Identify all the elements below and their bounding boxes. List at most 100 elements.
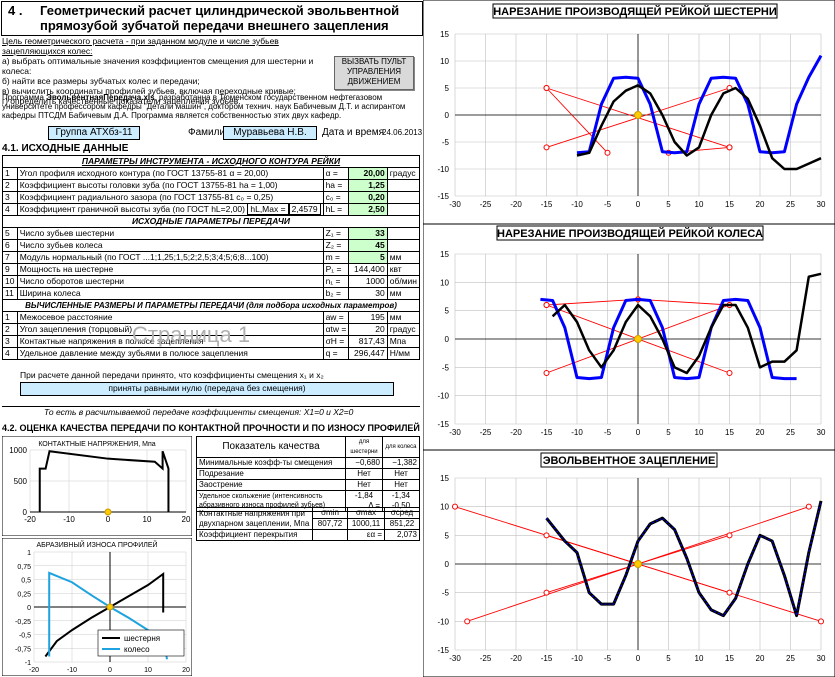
gear-params-heading: ИСХОДНЫЕ ПАРАМЕТРЫ ПЕРЕДАЧИ xyxy=(2,215,420,228)
y-tick-label: -15 xyxy=(437,420,449,429)
section-title: 4.2. ОЦЕНКА КАЧЕСТВА ПЕРЕДАЧИ ПО КОНТАКТ… xyxy=(2,423,420,433)
y-tick-label: 5 xyxy=(445,84,450,93)
contact-point xyxy=(604,149,611,156)
y-tick-label: -5 xyxy=(442,589,450,598)
contact-point xyxy=(543,302,550,308)
program-line: кафедры ПТСДМ Бабичевым Д.А. Программа я… xyxy=(2,111,342,120)
x-tick-label: -30 xyxy=(449,428,461,437)
y-tick-label: -10 xyxy=(437,617,449,626)
ha-input[interactable]: 1,25 xyxy=(348,179,388,192)
table-row: 4 Удельное давление между зубьями в полюс… xyxy=(2,347,421,360)
x-tick-label: 10 xyxy=(143,515,152,524)
header-number: 4 . xyxy=(8,3,23,18)
x-tick-label: -30 xyxy=(449,654,461,663)
x-tick-label: -10 xyxy=(571,428,583,437)
x-tick-label: 30 xyxy=(817,200,826,209)
header-title-line1: Геометрический расчет цилиндрической эво… xyxy=(40,3,400,18)
y-tick-label: -5 xyxy=(442,363,450,372)
line-of-action xyxy=(637,298,730,306)
group-field[interactable]: Группа АТХбз-11 xyxy=(48,126,140,140)
legend xyxy=(97,629,185,657)
width-input[interactable]: 30 xyxy=(348,287,388,300)
control-panel-button[interactable]: ВЫЗВАТЬ ПУЛЬТ УПРАВЛЕНИЯ ДВИЖЕНИЕМ xyxy=(334,56,414,90)
x-tick-label: -20 xyxy=(29,667,39,674)
z1-input[interactable]: 33 xyxy=(348,227,388,240)
y-tick-label: 10 xyxy=(440,57,449,66)
x-tick-label: 30 xyxy=(817,428,826,437)
table-row: 10 Число оборотов шестерни n₁ = 1000 об/мин xyxy=(2,275,421,288)
y-tick-label: -0,25 xyxy=(15,619,31,626)
contact-point xyxy=(543,144,550,151)
x-tick-label: 20 xyxy=(756,428,765,437)
x-tick-label: -5 xyxy=(604,654,612,663)
x-tick-label: 25 xyxy=(786,654,795,663)
chart-title: ЭВОЛЬВЕНТНОЕ ЗАЦЕПЛЕНИЕ xyxy=(543,455,716,467)
y-tick-label: 1 xyxy=(27,550,31,557)
x-tick-label: -20 xyxy=(510,428,522,437)
x-tick-label: -20 xyxy=(24,515,36,524)
control-button-label: ДВИЖЕНИЕМ xyxy=(347,77,401,86)
contact-point xyxy=(726,370,733,376)
alpha-input[interactable]: 20,00 xyxy=(348,167,388,180)
x-tick-label: -25 xyxy=(480,200,492,209)
x-tick-label: 20 xyxy=(756,654,765,663)
x-tick-label: 0 xyxy=(108,667,112,674)
y-tick-label: -10 xyxy=(437,392,449,401)
involute-mesh-chart: -30 -25 -20 -15 -10 -5 0 5 10 15 20 25 30 15 10 5 0 -5 -10… xyxy=(423,450,835,677)
control-button-label: УПРАВЛЕНИЯ xyxy=(346,67,402,76)
x-tick-label: 15 xyxy=(725,200,734,209)
surname-field[interactable]: Муравьева Н.В. xyxy=(223,126,317,140)
control-button-label: ВЫЗВАТЬ ПУЛЬТ xyxy=(341,57,407,66)
x-tick-label: -15 xyxy=(541,200,553,209)
wheel-cutting-chart: -30 -25 -20 -15 -10 -5 0 5 10 15 20 25 30 15 10 5 0 -5 -10… xyxy=(423,224,835,450)
contact-point xyxy=(543,370,550,376)
c0-input[interactable]: 0,20 xyxy=(348,191,388,204)
contact-point xyxy=(726,532,733,539)
table-row: 11 Ширина колеса b₂ = 30 мм xyxy=(2,287,421,300)
computed-note: При расчете данной передачи принято, что… xyxy=(20,370,324,380)
power-input[interactable]: 144,400 xyxy=(348,263,388,276)
table-row: 1 Угол профиля исходного контура (по ГОСТ… xyxy=(2,167,421,180)
x-tick-label: 5 xyxy=(666,654,671,663)
series-line xyxy=(576,84,822,171)
divider xyxy=(2,396,420,407)
table-row: 7 Модуль нормальный (по ГОСТ ...1;1,25;1,… xyxy=(2,251,421,264)
contact-point xyxy=(726,589,733,596)
module-input[interactable]: 5 xyxy=(348,251,388,264)
x-tick-label: -20 xyxy=(510,654,522,663)
program-credits: Программа ЭвольвентнаяПередача.xls, разр… xyxy=(2,93,422,120)
x-tick-label: -10 xyxy=(67,667,77,674)
x-tick-label: 5 xyxy=(666,428,671,437)
y-tick-label: 500 xyxy=(14,477,28,486)
x-tick-label: 20 xyxy=(756,200,765,209)
pole-point xyxy=(104,508,112,516)
offset-result: То есть в расчитываемой передаче коэффиц… xyxy=(44,407,354,417)
series-line xyxy=(546,500,822,617)
y-tick-label: 15 xyxy=(440,250,449,259)
y-tick-label: 0,25 xyxy=(17,591,31,598)
computed-heading: ВЫЧИСЛЕННЫЕ РАЗМЕРЫ И ПАРАМЕТРЫ ПЕРЕДАЧИ… xyxy=(2,299,420,312)
legend-label: шестерня xyxy=(124,634,160,643)
x-tick-label: -15 xyxy=(541,654,553,663)
x-tick-label: 10 xyxy=(144,667,152,674)
chart-title: АБРАЗИВНЫЙ ИЗНОСА ПРОФИЛЕЙ xyxy=(36,540,157,549)
z2-input[interactable]: 45 xyxy=(348,239,388,252)
legend-label: колесо xyxy=(124,645,150,654)
series-line xyxy=(38,450,170,512)
line-of-action xyxy=(546,87,608,154)
rpm-input[interactable]: 1000 xyxy=(348,275,388,288)
x-tick-label: 10 xyxy=(695,654,704,663)
hl-input[interactable]: 2,50 xyxy=(348,203,388,216)
x-tick-label: 0 xyxy=(636,428,641,437)
contact-point xyxy=(543,85,550,91)
y-tick-label: 0 xyxy=(445,335,450,344)
y-tick-label: -1 xyxy=(25,660,31,667)
x-tick-label: 25 xyxy=(786,428,795,437)
x-tick-label: -10 xyxy=(571,654,583,663)
surname-label: Фамилия xyxy=(188,127,231,138)
x-tick-label: -5 xyxy=(604,428,612,437)
series-line xyxy=(551,272,822,375)
quality-table: Показатель качества для шестерни для колес… xyxy=(196,436,420,512)
contact-point xyxy=(543,589,550,596)
x-tick-label: 0 xyxy=(106,515,111,524)
